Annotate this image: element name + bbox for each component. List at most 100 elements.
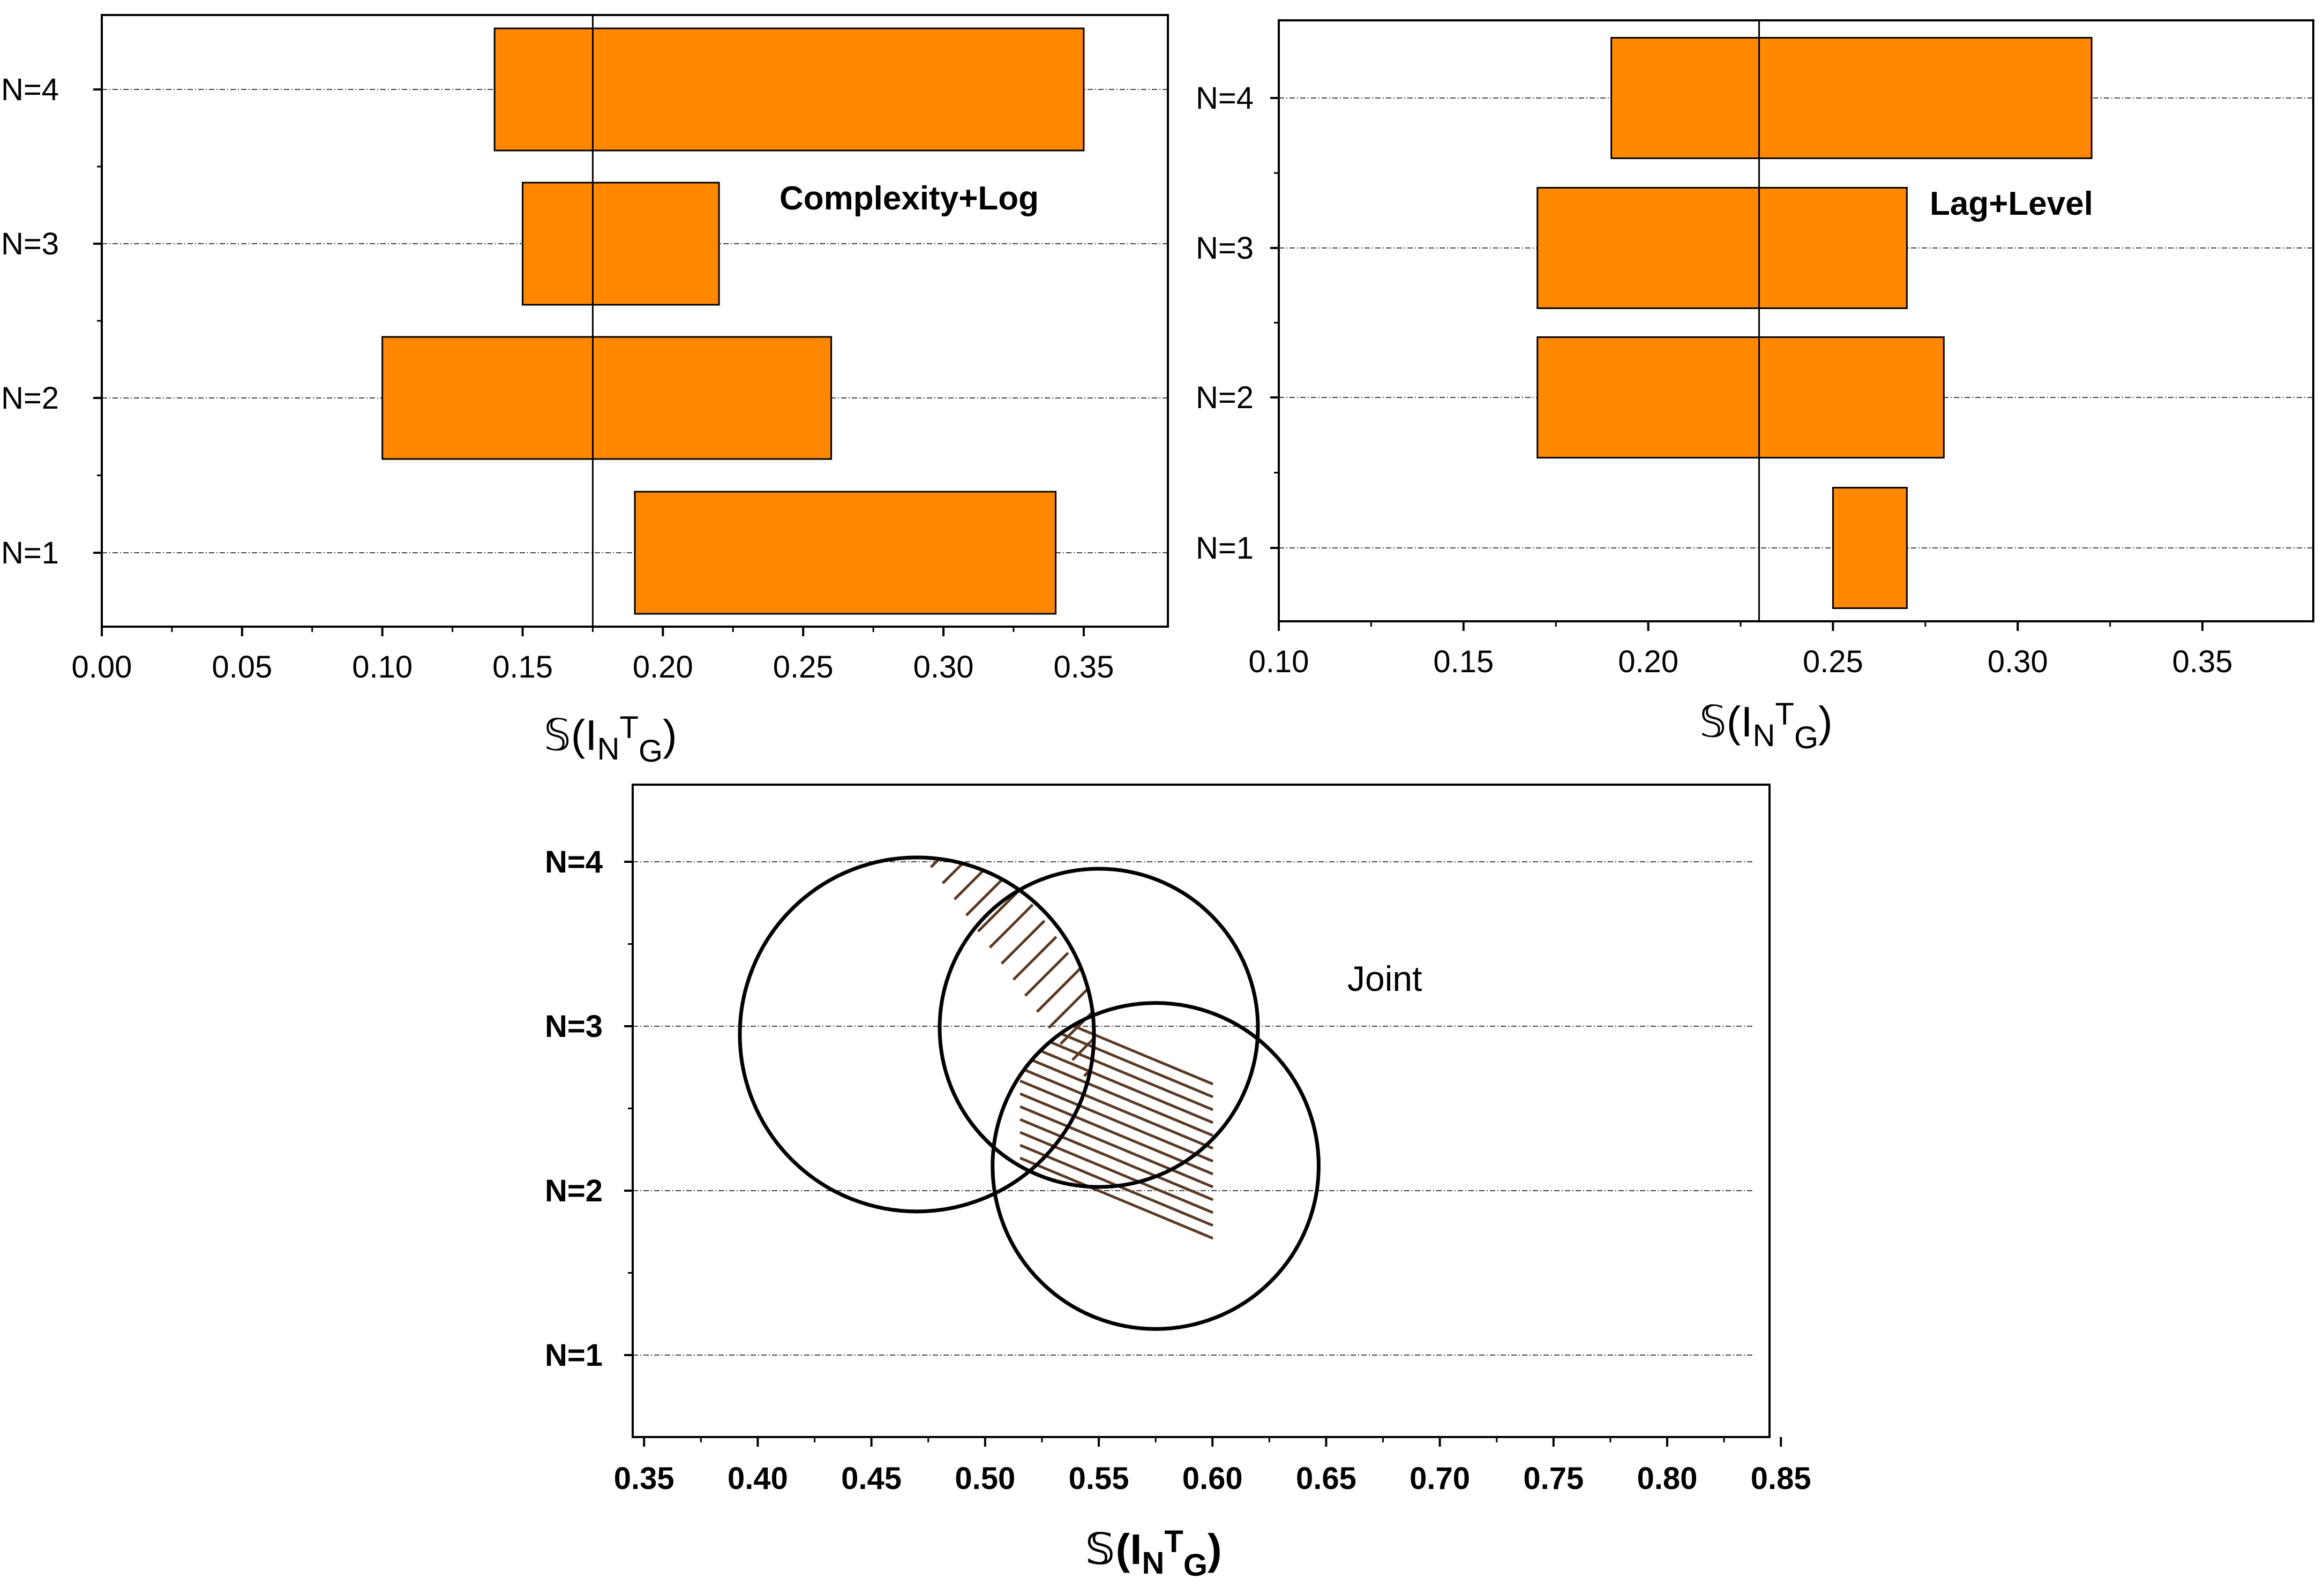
p2-panel-label: Lag+Level bbox=[1930, 185, 2093, 222]
p3-xlabel-main: 𝕊(I bbox=[1085, 1525, 1142, 1573]
p3-plot-frame bbox=[632, 784, 1771, 1438]
p2-xlabel-sup: T bbox=[1775, 697, 1794, 732]
p3-x-tick-label: 0.55 bbox=[1069, 1461, 1129, 1496]
p3-circle-2 bbox=[938, 867, 1260, 1189]
p1-y-tick-label: N=2 bbox=[1, 381, 59, 416]
p2-x-tick-label: 0.25 bbox=[1803, 644, 1863, 679]
p2-x-tick-label: 0.15 bbox=[1433, 644, 1494, 679]
p2-xlabel-sub2: G bbox=[1794, 720, 1818, 755]
p1-xlabel-main: 𝕊(I bbox=[544, 711, 597, 759]
p3-xlabel-sub: N bbox=[1142, 1546, 1164, 1581]
p2-x-ticks: 0.10 0.15 0.20 0.25 0.30 0.35 bbox=[1249, 621, 2233, 679]
p3-x-tick-label: 0.85 bbox=[1751, 1461, 1811, 1496]
p3-xlabel-close: ) bbox=[1208, 1525, 1222, 1573]
hatch-stroke bbox=[1019, 1092, 1214, 1176]
p3-y-tick-label: N=1 bbox=[545, 1338, 603, 1373]
p2-x-tick-label: 0.10 bbox=[1249, 644, 1309, 679]
p3-panel-label: Joint bbox=[1347, 959, 1422, 998]
p1-xlabel-sub2: G bbox=[639, 734, 663, 769]
p3-x-tick-label: 0.75 bbox=[1523, 1461, 1584, 1496]
p1-bar-n2 bbox=[381, 336, 833, 460]
p1-x-tick-label: 0.20 bbox=[633, 650, 693, 685]
panel-complexity-log: 0.00 0.05 0.10 0.15 0.20 0.25 0.30 0.35 N=1N=2N… bbox=[1, 14, 1169, 769]
hatch-stroke bbox=[1047, 984, 1093, 1029]
hatch-stroke bbox=[988, 904, 1034, 949]
p1-x-tick-label: 0.00 bbox=[72, 650, 132, 685]
p2-y-tick-label: N=3 bbox=[1196, 231, 1254, 266]
p3-gridlines bbox=[633, 861, 1755, 1356]
p3-circle-3 bbox=[991, 1001, 1321, 1331]
p2-xlabel-main: 𝕊(I bbox=[1699, 698, 1753, 746]
p1-bar-n4 bbox=[493, 27, 1085, 152]
hatch-stroke bbox=[1036, 968, 1081, 1013]
hatch-stroke bbox=[1012, 936, 1058, 981]
p2-x-axis-title: 𝕊(INTG) bbox=[1699, 697, 1833, 755]
p2-x-tick-label: 0.35 bbox=[2172, 644, 2233, 679]
p1-x-tick-label: 0.05 bbox=[212, 650, 272, 685]
p2-y-tick-label: N=2 bbox=[1196, 380, 1254, 415]
p3-x-tick-label: 0.65 bbox=[1296, 1461, 1356, 1496]
p1-y-ticks: N=1 N=2 N=3 N=4 bbox=[1, 72, 102, 570]
p3-y-tick-label: N=3 bbox=[545, 1009, 603, 1044]
p2-plot-frame bbox=[1278, 19, 2314, 622]
p3-xlabel-sub2: G bbox=[1183, 1548, 1208, 1583]
hatch-stroke bbox=[1019, 1041, 1214, 1124]
hatch-stroke bbox=[977, 887, 1022, 932]
p3-circle-1 bbox=[738, 855, 1096, 1214]
p2-x-tick-label: 0.30 bbox=[1988, 644, 2048, 679]
p3-x-tick-label: 0.70 bbox=[1410, 1461, 1470, 1496]
p1-y-tick-label: N=3 bbox=[1, 227, 59, 261]
panel-joint: 0.35 0.40 0.45 0.50 0.55 0.60 0.65 0.70 0.75 0.80… bbox=[545, 776, 1811, 1583]
hatch-stroke bbox=[1019, 1028, 1214, 1111]
p2-y-ticks: N=1 N=2 N=3 N=4 bbox=[1196, 81, 1279, 566]
p1-x-tick-label: 0.35 bbox=[1053, 650, 1114, 685]
hatch-stroke bbox=[1019, 1054, 1214, 1137]
p1-gridlines bbox=[102, 89, 1168, 553]
p3-x-tick-label: 0.40 bbox=[728, 1461, 788, 1496]
p2-xlabel-sub: N bbox=[1753, 718, 1775, 753]
p3-x-tick-label: 0.60 bbox=[1182, 1461, 1243, 1496]
p1-bars bbox=[381, 27, 1085, 615]
hatch-stroke bbox=[1019, 1079, 1214, 1163]
p2-y-tick-label: N=1 bbox=[1196, 531, 1254, 566]
p3-x-axis-title: 𝕊(INTG) bbox=[1085, 1524, 1222, 1583]
hatch-stroke bbox=[1019, 1118, 1214, 1201]
p3-x-tick-label: 0.50 bbox=[955, 1461, 1015, 1496]
p1-x-tick-label: 0.30 bbox=[913, 650, 974, 685]
p1-x-tick-label: 0.10 bbox=[352, 650, 413, 685]
hatch-stroke bbox=[1024, 952, 1069, 997]
p1-bar-n1 bbox=[634, 491, 1057, 615]
hatch-stroke bbox=[1019, 1015, 1214, 1099]
p2-bar-n4 bbox=[1610, 37, 2093, 159]
p2-gridlines bbox=[1279, 97, 2313, 548]
hatch-overlap-2-3 bbox=[1019, 1003, 1214, 1240]
p1-x-tick-label: 0.15 bbox=[492, 650, 553, 685]
p3-circles bbox=[738, 855, 1321, 1331]
hatch-stroke bbox=[1019, 1105, 1214, 1189]
p3-hatching bbox=[896, 776, 1214, 1240]
hatch-stroke bbox=[1019, 1066, 1214, 1150]
p1-y-tick-label: N=4 bbox=[1, 72, 59, 107]
p2-y-tick-label: N=4 bbox=[1196, 81, 1254, 116]
p1-xlabel-sup: T bbox=[620, 710, 639, 745]
p1-panel-label: Complexity+Log bbox=[779, 180, 1039, 217]
p1-x-axis-title: 𝕊(INTG) bbox=[544, 710, 677, 769]
p1-x-ticks: 0.00 0.05 0.10 0.15 0.20 0.25 0.30 0.35 bbox=[72, 627, 1114, 685]
hatch-stroke bbox=[908, 792, 950, 835]
p2-bar-n3 bbox=[1536, 187, 1908, 309]
p2-bars bbox=[1536, 37, 2093, 609]
p2-bar-n2 bbox=[1536, 336, 1945, 458]
p1-xlabel-close: ) bbox=[663, 711, 677, 759]
hatch-stroke bbox=[1000, 920, 1046, 965]
p3-y-tick-label: N=4 bbox=[545, 845, 603, 879]
p3-x-ticks: 0.35 0.40 0.45 0.50 0.55 0.60 0.65 0.70 0.75 0.80… bbox=[614, 1437, 1811, 1496]
p3-x-tick-label: 0.80 bbox=[1637, 1461, 1698, 1496]
hatch-stroke bbox=[1019, 1156, 1214, 1240]
hatch-stroke bbox=[896, 776, 939, 819]
hatch-stroke bbox=[1019, 1131, 1214, 1214]
p2-xlabel-close: ) bbox=[1818, 698, 1833, 746]
p2-x-tick-label: 0.20 bbox=[1618, 644, 1678, 679]
p3-y-ticks: N=1 N=2 N=3 N=4 bbox=[545, 845, 633, 1373]
p1-x-tick-label: 0.25 bbox=[773, 650, 834, 685]
